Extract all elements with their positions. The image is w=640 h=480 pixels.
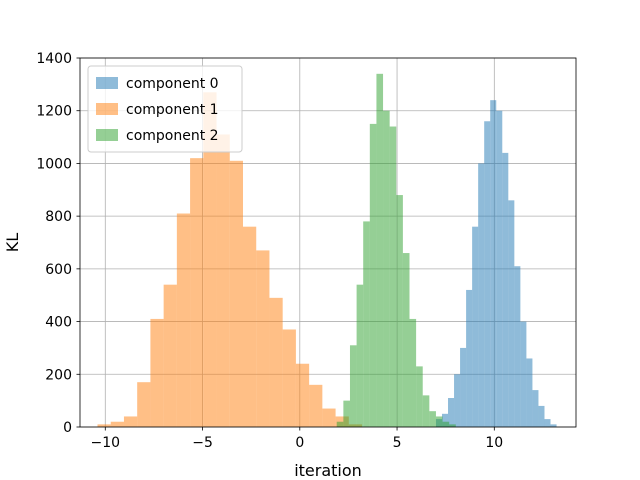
series-0-bars xyxy=(435,100,557,428)
histogram-bar xyxy=(150,318,164,427)
histogram-bar xyxy=(454,374,461,427)
histogram-bar xyxy=(216,134,230,427)
legend-swatch xyxy=(96,103,118,115)
histogram-bar xyxy=(508,200,515,427)
histogram-bar xyxy=(203,92,217,427)
axis-ticks: −10 −5 0 5 10 0 200 400 600 800 1000 1200 1400 xyxy=(36,51,503,451)
histogram-bar xyxy=(176,213,191,427)
series-2-bars xyxy=(336,73,456,428)
histogram-bar xyxy=(448,398,455,427)
histogram-bar xyxy=(376,73,384,428)
histogram-bar xyxy=(322,408,336,427)
histogram-bar xyxy=(472,226,479,427)
x-tick-label: 0 xyxy=(295,435,304,451)
histogram-bar xyxy=(490,100,497,428)
histogram-bar xyxy=(343,400,350,427)
histogram-bar xyxy=(295,363,310,427)
legend-label: component 1 xyxy=(126,102,219,118)
histogram-bar xyxy=(532,390,539,427)
histogram-bar xyxy=(409,318,417,427)
histogram-bar xyxy=(435,416,443,427)
legend-swatch xyxy=(96,77,118,89)
histogram-bar xyxy=(256,250,270,427)
histogram-bar xyxy=(309,384,323,427)
histogram-bars xyxy=(97,73,557,428)
histogram-bar xyxy=(97,424,111,427)
histogram-bar xyxy=(502,152,509,427)
histogram-bar xyxy=(229,160,243,428)
x-tick-label: 5 xyxy=(393,435,402,451)
y-axis-label: KL xyxy=(3,233,22,252)
histogram-bar xyxy=(389,126,397,428)
y-tick-label: 400 xyxy=(45,315,72,331)
legend-label: component 0 xyxy=(126,76,219,92)
histogram-bar xyxy=(163,284,177,427)
histogram-bar xyxy=(190,158,204,427)
histogram-bar xyxy=(478,163,485,427)
y-tick-label: 200 xyxy=(45,367,72,383)
histogram-bar xyxy=(442,421,450,427)
histogram-bar xyxy=(514,266,521,427)
histogram-bar xyxy=(449,424,456,427)
histogram-bar xyxy=(396,195,403,427)
histogram-bar xyxy=(520,321,527,427)
histogram-bar xyxy=(137,382,151,427)
histogram-bar xyxy=(402,253,410,427)
legend: component 0 component 1 component 2 xyxy=(87,65,243,153)
legend-label: component 2 xyxy=(126,128,219,144)
histogram-bar xyxy=(336,421,344,427)
y-tick-label: 0 xyxy=(63,420,72,436)
legend-swatch xyxy=(96,129,118,141)
histogram-bar xyxy=(484,121,491,427)
histogram-bar xyxy=(550,424,557,427)
histogram-bar xyxy=(526,358,533,427)
x-axis-label: iteration xyxy=(294,461,362,480)
histogram-bar xyxy=(429,411,436,427)
histogram-bar xyxy=(369,123,377,428)
histogram-bar xyxy=(349,345,357,427)
x-tick-label: −10 xyxy=(91,435,121,451)
y-tick-label: 800 xyxy=(45,209,72,225)
histogram-bar xyxy=(363,221,370,427)
histogram-bar xyxy=(422,395,430,427)
histogram-bar xyxy=(544,419,551,427)
plot-frame xyxy=(79,57,577,428)
histogram-bar xyxy=(123,416,138,427)
histogram-bar xyxy=(356,284,364,427)
x-tick-label: 10 xyxy=(485,435,503,451)
histogram-bar xyxy=(269,297,283,427)
histogram-bar xyxy=(538,405,545,427)
histogram-bar xyxy=(282,329,296,427)
histogram-bar xyxy=(441,413,449,427)
y-tick-label: 1000 xyxy=(36,156,72,172)
histogram-bar xyxy=(460,347,467,427)
histogram-bar xyxy=(242,226,257,427)
series-1-bars xyxy=(97,92,363,428)
histogram-bar xyxy=(496,110,503,427)
histogram-bar xyxy=(466,289,473,427)
histogram-bar xyxy=(110,421,124,427)
y-tick-label: 1200 xyxy=(36,104,72,120)
histogram-bar xyxy=(416,366,423,427)
histogram-bar xyxy=(383,110,390,427)
y-tick-label: 1400 xyxy=(36,51,72,67)
legend-box xyxy=(87,65,243,153)
y-tick-label: 600 xyxy=(45,262,72,278)
x-tick-label: −5 xyxy=(192,435,213,451)
